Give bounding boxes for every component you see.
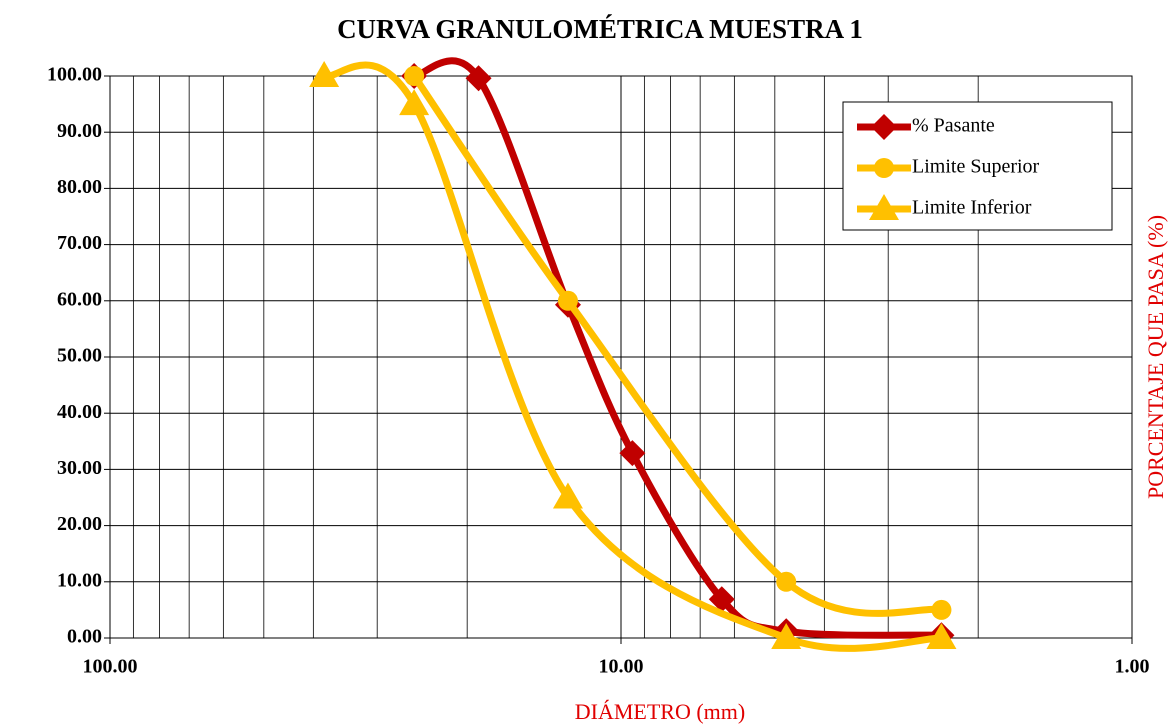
x-tick-label: 1.00 (1115, 656, 1150, 678)
marker (465, 65, 492, 92)
y-tick-label: 30.00 (57, 457, 102, 479)
marker (874, 158, 894, 178)
series-line (411, 74, 943, 617)
legend: % Pasante Limite Superior Limite Inferior (857, 114, 1040, 220)
y-axis-label: PORCENTAJE QUE PASA (%) (1143, 215, 1168, 499)
legend-label: Limite Superior (912, 156, 1040, 178)
legend-label: % Pasante (912, 115, 995, 137)
marker (309, 61, 340, 87)
series-line (323, 61, 942, 652)
y-tick-label: 60.00 (57, 288, 102, 310)
marker (871, 114, 897, 140)
marker (926, 623, 957, 649)
legend-label: Limite Inferior (912, 197, 1032, 219)
x-tick-label: 100.00 (83, 656, 138, 678)
marker (931, 599, 952, 620)
y-tick-label: 20.00 (57, 513, 102, 535)
y-tick-label: 100.00 (47, 64, 102, 86)
y-tick-label: 90.00 (57, 120, 102, 142)
marker (552, 482, 583, 509)
y-tick-label: 10.00 (57, 569, 102, 591)
x-tick-label: 10.00 (599, 656, 644, 678)
marker (708, 586, 735, 613)
y-tick-label: 40.00 (57, 401, 102, 423)
marker (776, 571, 797, 592)
marker (557, 290, 578, 311)
y-tick-label: 70.00 (57, 232, 102, 254)
marker (404, 66, 425, 86)
y-tick-label: 50.00 (57, 345, 102, 367)
y-tick-label: 80.00 (57, 176, 102, 198)
y-tick-label: 0.00 (67, 626, 102, 648)
plot-frame (109, 75, 1133, 639)
chart-title: CURVA GRANULOMÉTRICA MUESTRA 1 (337, 14, 863, 44)
marker (869, 194, 899, 220)
x-axis-label: DIÁMETRO (mm) (575, 699, 745, 724)
marker (619, 440, 646, 467)
marker (399, 89, 430, 116)
marker (771, 623, 802, 649)
plot (309, 57, 957, 652)
